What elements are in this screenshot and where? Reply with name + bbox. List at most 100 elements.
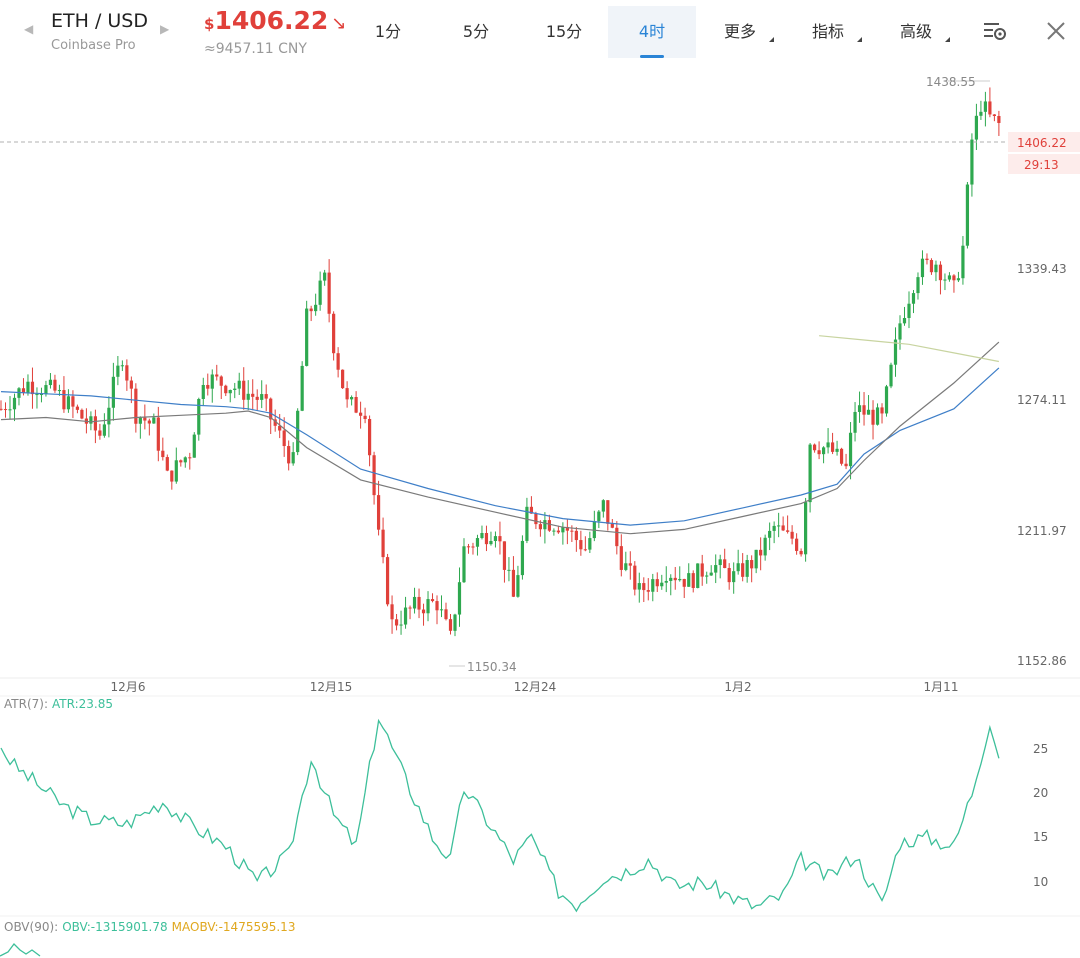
candle-body <box>215 374 219 377</box>
caret-right-icon[interactable]: ▶ <box>160 22 170 36</box>
candle-body <box>426 599 430 614</box>
candle-body <box>430 599 435 602</box>
candle-body <box>129 380 133 389</box>
tab-more[interactable]: 更多 <box>696 6 784 58</box>
time-axis-tick: 1月11 <box>924 680 959 694</box>
atr-chart[interactable]: 25 20 15 10 <box>0 698 1080 918</box>
candle-body <box>709 572 713 576</box>
candle-body <box>439 609 444 611</box>
candle-body <box>480 533 484 539</box>
candle-body <box>8 409 12 411</box>
candle-body <box>444 609 448 620</box>
candle-body <box>363 415 367 419</box>
candle-body <box>628 563 632 566</box>
atr-legend: ATR(7): ATR:23.85 <box>4 697 117 711</box>
close-icon[interactable] <box>1043 18 1069 44</box>
candle-body <box>224 385 228 394</box>
candle-body <box>188 457 192 459</box>
candle-body <box>233 388 237 391</box>
tab-label: 高级 <box>899 22 932 41</box>
tab-label: 指标 <box>811 22 844 41</box>
candle-body <box>705 575 709 577</box>
candle-body <box>916 277 920 294</box>
candle-body <box>264 394 268 399</box>
candle-body <box>511 569 516 597</box>
current-price-tag-text: 1406.22 <box>1017 136 1067 150</box>
dropdown-corner-icon <box>769 37 774 42</box>
candle-body <box>134 388 138 424</box>
active-tab-indicator <box>640 55 664 58</box>
atr-axis-tick: 10 <box>1033 875 1048 889</box>
candle-body <box>327 272 331 314</box>
obv-legend: OBV(90): OBV:-1315901.78 MAOBV:-1475595.13 <box>4 920 299 934</box>
tab-label: 1分 <box>374 22 402 41</box>
candle-body <box>12 397 17 410</box>
candle-body <box>525 506 529 541</box>
candle-body <box>844 463 848 467</box>
candle-body <box>579 540 583 550</box>
price-value: 1406.22 <box>214 6 329 35</box>
candle-body <box>893 339 898 365</box>
candle-body <box>197 399 201 435</box>
candle-body <box>875 407 880 425</box>
countdown-tag-text: 29:13 <box>1024 158 1059 172</box>
dropdown-corner-icon <box>945 37 950 42</box>
candle-body <box>143 417 147 421</box>
tab-5min[interactable]: 5分 <box>432 6 520 58</box>
candle-body <box>296 410 300 453</box>
pair-name[interactable]: ETH / USD <box>51 10 148 32</box>
candle-body <box>938 264 943 281</box>
candle-body <box>170 470 174 482</box>
candle-body <box>359 412 363 416</box>
candle-body <box>80 409 84 419</box>
candle-body <box>655 579 659 587</box>
caret-left-icon[interactable]: ◀ <box>24 22 34 36</box>
candle-body <box>965 184 970 246</box>
candle-body <box>565 526 569 531</box>
candle-body <box>929 260 934 273</box>
candle-body <box>633 565 637 590</box>
candle-body <box>287 446 291 464</box>
candle-body <box>57 390 62 392</box>
candle-body <box>943 279 947 281</box>
atr-axis-tick: 15 <box>1033 830 1048 844</box>
candle-body <box>71 396 75 407</box>
candle-body <box>62 390 66 410</box>
candle-body <box>947 275 952 280</box>
candle-body <box>808 444 812 503</box>
atr-axis-tick: 20 <box>1033 786 1048 800</box>
candle-body <box>206 384 210 389</box>
candlestick-chart[interactable]: 1438.55 1150.34 1339.43 1274.11 1211.97 … <box>0 64 1080 698</box>
obv-chart[interactable] <box>0 938 1080 958</box>
candle-body <box>435 601 439 611</box>
candle-body <box>251 393 255 397</box>
candle-body <box>174 460 178 482</box>
candles-group <box>0 87 1001 637</box>
candle-body <box>242 380 246 400</box>
candle-body <box>282 430 286 447</box>
candle-body <box>673 577 677 581</box>
candle-body <box>210 374 214 389</box>
candle-body <box>799 550 803 555</box>
atr-value: ATR:23.85 <box>52 697 113 711</box>
candle-body <box>165 457 169 471</box>
tab-15min[interactable]: 15分 <box>520 6 608 58</box>
candle-body <box>902 318 907 324</box>
candle-body <box>727 568 731 583</box>
candle-body <box>381 529 385 558</box>
candle-body <box>979 111 983 116</box>
candle-body <box>332 313 336 354</box>
candle-body <box>610 523 614 528</box>
tab-indicators[interactable]: 指标 <box>784 6 872 58</box>
chart-settings-icon[interactable] <box>982 18 1008 44</box>
candle-body <box>660 582 664 587</box>
candle-body <box>93 416 97 431</box>
tab-1min[interactable]: 1分 <box>344 6 432 58</box>
candle-body <box>345 388 349 400</box>
candle-body <box>367 418 372 456</box>
tab-4h[interactable]: 4时 <box>608 6 696 58</box>
candle-body <box>988 101 992 115</box>
tab-advanced[interactable]: 高级 <box>872 6 960 58</box>
candle-body <box>44 385 48 395</box>
candle-body <box>956 278 961 281</box>
